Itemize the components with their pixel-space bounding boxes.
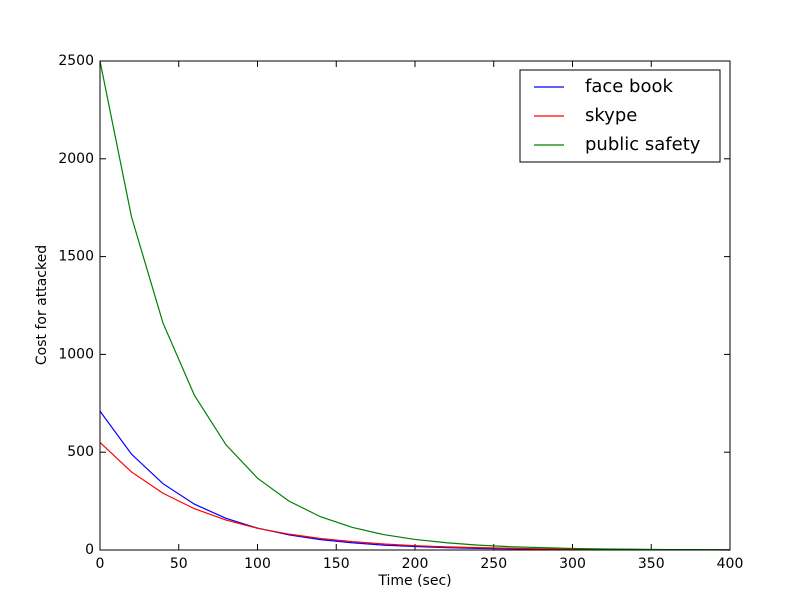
- x-tick-label: 50: [170, 556, 188, 572]
- x-axis-label: Time (sec): [377, 573, 451, 589]
- y-tick-label: 500: [67, 444, 94, 460]
- y-tick-label: 1500: [58, 249, 94, 265]
- series-line: [99, 60, 731, 551]
- legend-text: public safety: [585, 134, 701, 155]
- y-tick-label: 2000: [58, 151, 94, 167]
- axes-frame: [99, 60, 731, 551]
- x-tick-label: 100: [244, 556, 271, 572]
- legend-text: skype: [585, 105, 637, 126]
- x-tick-label: 400: [717, 556, 744, 572]
- y-tick-label: 1000: [58, 346, 94, 362]
- x-tick-label: 250: [480, 556, 507, 572]
- x-tick-label: 0: [96, 556, 105, 572]
- y-tick-label: 2500: [58, 53, 94, 69]
- legend-text: face book: [585, 76, 674, 97]
- x-tick-label: 350: [638, 556, 665, 572]
- x-tick-label: 200: [402, 556, 429, 572]
- y-tick-label: 0: [85, 542, 94, 558]
- y-axis-label: Cost for attacked: [34, 245, 50, 365]
- x-tick-label: 300: [559, 556, 586, 572]
- x-tick-label: 150: [323, 556, 350, 572]
